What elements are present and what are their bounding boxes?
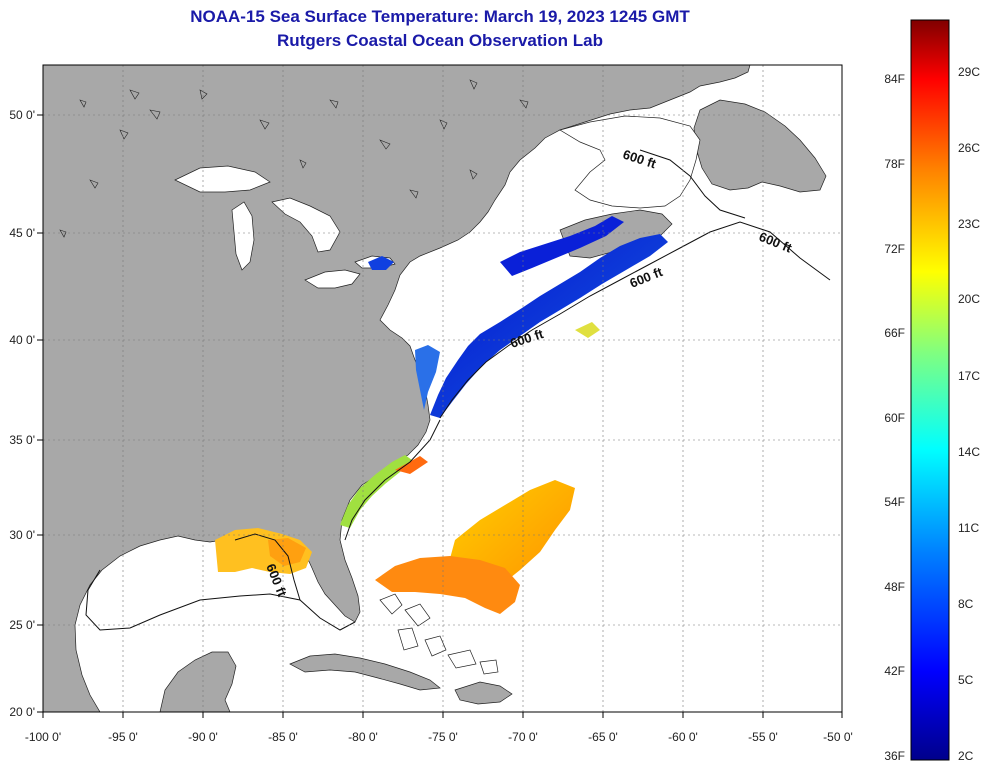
lon-label: -80 0' [348, 730, 378, 744]
cb-f-label: 60F [884, 411, 905, 425]
lat-label: 35 0' [9, 433, 35, 447]
cb-c-label: 29C [958, 65, 980, 79]
lon-label: -95 0' [108, 730, 138, 744]
lat-label: 45 0' [9, 226, 35, 240]
map-subtitle: Rutgers Coastal Ocean Observation Lab [277, 31, 603, 50]
cb-c-label: 8C [958, 597, 974, 611]
yucatan-land [159, 651, 237, 712]
lat-label: 30 0' [9, 528, 35, 542]
lon-label: -85 0' [268, 730, 298, 744]
cuba-land [289, 653, 441, 691]
sst-cold-patch [368, 256, 394, 270]
axis-ticks [37, 114, 843, 718]
sst-yellow-patch [575, 322, 600, 338]
sst-cold-northeast [430, 234, 668, 418]
lon-label: -65 0' [588, 730, 618, 744]
lat-label: 40 0' [9, 333, 35, 347]
bahamas-islands [379, 593, 499, 675]
cb-f-label: 48F [884, 580, 905, 594]
gulf-of-st-lawrence [559, 115, 701, 209]
colorbar [910, 19, 950, 761]
lon-label: -100 0' [25, 730, 61, 744]
sst-gulf-warm-core [268, 538, 306, 566]
newfoundland-land [693, 99, 827, 193]
lat-label: 25 0' [9, 618, 35, 632]
cb-f-label: 84F [884, 72, 905, 86]
lat-label: 50 0' [9, 108, 35, 122]
cb-f-label: 78F [884, 157, 905, 171]
cb-f-label: 66F [884, 326, 905, 340]
cb-c-label: 17C [958, 369, 980, 383]
inland-lakes [59, 79, 529, 238]
cb-c-label: 2C [958, 749, 974, 763]
longitude-labels: -100 0' -95 0' -90 0' -85 0' -80 0' -75 … [25, 730, 853, 744]
lon-label: -55 0' [748, 730, 778, 744]
north-america-land [43, 65, 751, 712]
colorbar-celsius-labels: 29C 26C 23C 20C 17C 14C 11C 8C 5C 2C [958, 65, 980, 763]
cb-c-label: 20C [958, 292, 980, 306]
cb-f-label: 36F [884, 749, 905, 763]
hispaniola-land [454, 681, 513, 705]
sst-warm-band [375, 556, 520, 614]
graticule [43, 65, 842, 712]
sst-shelf-edge-strip [395, 456, 428, 474]
lon-label: -70 0' [508, 730, 538, 744]
colorbar-fahrenheit-labels: 84F 78F 72F 66F 60F 54F 48F 42F 36F [884, 72, 905, 763]
lon-label: -50 0' [823, 730, 853, 744]
latitude-labels: 50 0' 45 0' 40 0' 35 0' 30 0' 25 0' 20 0… [9, 108, 35, 719]
cb-f-label: 72F [884, 242, 905, 256]
sst-cold-gulf-of-maine [500, 216, 624, 276]
sst-cold-chesapeake [415, 345, 440, 410]
lon-label: -90 0' [188, 730, 218, 744]
cb-c-label: 11C [958, 521, 979, 535]
cb-c-label: 14C [958, 445, 980, 459]
lon-label: -60 0' [668, 730, 698, 744]
nova-scotia-land [559, 209, 673, 259]
cb-c-label: 26C [958, 141, 980, 155]
cb-c-label: 23C [958, 217, 980, 231]
cb-f-label: 42F [884, 664, 905, 678]
map-title: NOAA-15 Sea Surface Temperature: March 1… [190, 7, 690, 26]
cb-c-label: 5C [958, 673, 974, 687]
great-lakes [174, 165, 396, 289]
cb-f-label: 54F [884, 495, 905, 509]
lon-label: -75 0' [428, 730, 458, 744]
lat-label: 20 0' [9, 705, 35, 719]
